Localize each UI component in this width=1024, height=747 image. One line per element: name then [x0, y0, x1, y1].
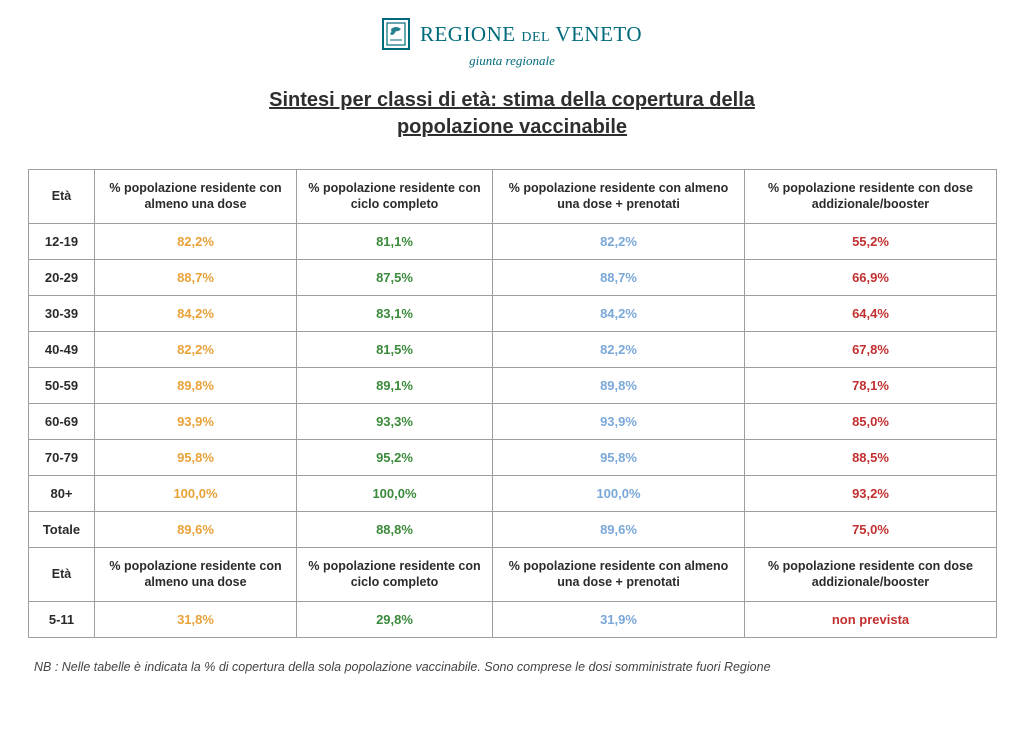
- cell-dose1: 84,2%: [95, 296, 297, 332]
- table-body-extra: 5-1131,8%29,8%31,9%non prevista: [29, 602, 997, 638]
- table-body-main: 12-1982,2%81,1%82,2%55,2%20-2988,7%87,5%…: [29, 224, 997, 548]
- table-row: 50-5989,8%89,1%89,8%78,1%: [29, 368, 997, 404]
- col-header-prenotati: % popolazione residente con almeno una d…: [493, 170, 745, 224]
- table-row: 12-1982,2%81,1%82,2%55,2%: [29, 224, 997, 260]
- cell-dose1: 89,8%: [95, 368, 297, 404]
- cell-prenotati: 89,6%: [493, 512, 745, 548]
- cell-prenotati: 100,0%: [493, 476, 745, 512]
- cell-booster: 67,8%: [745, 332, 997, 368]
- cell-prenotati: 89,8%: [493, 368, 745, 404]
- table-row: Totale89,6%88,8%89,6%75,0%: [29, 512, 997, 548]
- cell-ciclo: 88,8%: [297, 512, 493, 548]
- cell-ciclo: 29,8%: [297, 602, 493, 638]
- brand-subtitle: giunta regionale: [28, 53, 996, 69]
- col-header-ciclo: % popolazione residente con ciclo comple…: [297, 170, 493, 224]
- cell-dose1: 89,6%: [95, 512, 297, 548]
- cell-prenotati: 88,7%: [493, 260, 745, 296]
- table-row: 20-2988,7%87,5%88,7%66,9%: [29, 260, 997, 296]
- col-header-booster-2: % popolazione residente con dose addizio…: [745, 548, 997, 602]
- table-row: 60-6993,9%93,3%93,9%85,0%: [29, 404, 997, 440]
- cell-booster: 75,0%: [745, 512, 997, 548]
- coverage-table: Età % popolazione residente con almeno u…: [28, 169, 997, 638]
- cell-booster: 93,2%: [745, 476, 997, 512]
- table-header-main: Età % popolazione residente con almeno u…: [29, 170, 997, 224]
- cell-ciclo: 81,1%: [297, 224, 493, 260]
- cell-prenotati: 93,9%: [493, 404, 745, 440]
- cell-booster: non prevista: [745, 602, 997, 638]
- brand-part-1: REGIONE: [420, 22, 521, 46]
- cell-ciclo: 83,1%: [297, 296, 493, 332]
- cell-age: 50-59: [29, 368, 95, 404]
- footnote: NB : Nelle tabelle è indicata la % di co…: [34, 660, 996, 674]
- col-header-age-2: Età: [29, 548, 95, 602]
- cell-prenotati: 31,9%: [493, 602, 745, 638]
- cell-ciclo: 89,1%: [297, 368, 493, 404]
- page: REGIONE DEL VENETO giunta regionale Sint…: [0, 0, 1024, 747]
- col-header-dose1: % popolazione residente con almeno una d…: [95, 170, 297, 224]
- col-header-booster: % popolazione residente con dose addizio…: [745, 170, 997, 224]
- veneto-lion-icon: [382, 18, 410, 50]
- col-header-prenotati-2: % popolazione residente con almeno una d…: [493, 548, 745, 602]
- cell-ciclo: 81,5%: [297, 332, 493, 368]
- cell-age: Totale: [29, 512, 95, 548]
- cell-dose1: 31,8%: [95, 602, 297, 638]
- brand-part-del: DEL: [521, 30, 550, 45]
- cell-prenotati: 82,2%: [493, 332, 745, 368]
- col-header-age: Età: [29, 170, 95, 224]
- cell-dose1: 93,9%: [95, 404, 297, 440]
- page-title: Sintesi per classi di età: stima della c…: [28, 87, 996, 141]
- cell-ciclo: 100,0%: [297, 476, 493, 512]
- table-row: 40-4982,2%81,5%82,2%67,8%: [29, 332, 997, 368]
- title-line-1: Sintesi per classi di età: stima della c…: [269, 89, 755, 111]
- cell-booster: 85,0%: [745, 404, 997, 440]
- cell-age: 40-49: [29, 332, 95, 368]
- cell-booster: 66,9%: [745, 260, 997, 296]
- cell-booster: 55,2%: [745, 224, 997, 260]
- cell-ciclo: 93,3%: [297, 404, 493, 440]
- cell-prenotati: 82,2%: [493, 224, 745, 260]
- cell-age: 60-69: [29, 404, 95, 440]
- cell-age: 80+: [29, 476, 95, 512]
- cell-prenotati: 95,8%: [493, 440, 745, 476]
- cell-dose1: 82,2%: [95, 332, 297, 368]
- cell-booster: 88,5%: [745, 440, 997, 476]
- cell-dose1: 100,0%: [95, 476, 297, 512]
- title-line-2: popolazione vaccinabile: [397, 116, 627, 138]
- cell-dose1: 95,8%: [95, 440, 297, 476]
- header: REGIONE DEL VENETO giunta regionale: [28, 18, 996, 69]
- table-row: 80+100,0%100,0%100,0%93,2%: [29, 476, 997, 512]
- cell-age: 12-19: [29, 224, 95, 260]
- table-row: 30-3984,2%83,1%84,2%64,4%: [29, 296, 997, 332]
- table-header-extra: Età % popolazione residente con almeno u…: [29, 548, 997, 602]
- table-row: 5-1131,8%29,8%31,9%non prevista: [29, 602, 997, 638]
- cell-age: 20-29: [29, 260, 95, 296]
- cell-age: 5-11: [29, 602, 95, 638]
- cell-ciclo: 87,5%: [297, 260, 493, 296]
- cell-booster: 64,4%: [745, 296, 997, 332]
- col-header-dose1-2: % popolazione residente con almeno una d…: [95, 548, 297, 602]
- cell-age: 70-79: [29, 440, 95, 476]
- logo-row: REGIONE DEL VENETO: [382, 18, 642, 50]
- cell-prenotati: 84,2%: [493, 296, 745, 332]
- col-header-ciclo-2: % popolazione residente con ciclo comple…: [297, 548, 493, 602]
- table-row: 70-7995,8%95,2%95,8%88,5%: [29, 440, 997, 476]
- brand-part-2: VENETO: [550, 22, 642, 46]
- cell-ciclo: 95,2%: [297, 440, 493, 476]
- brand-name: REGIONE DEL VENETO: [420, 22, 642, 47]
- cell-dose1: 88,7%: [95, 260, 297, 296]
- cell-booster: 78,1%: [745, 368, 997, 404]
- cell-age: 30-39: [29, 296, 95, 332]
- cell-dose1: 82,2%: [95, 224, 297, 260]
